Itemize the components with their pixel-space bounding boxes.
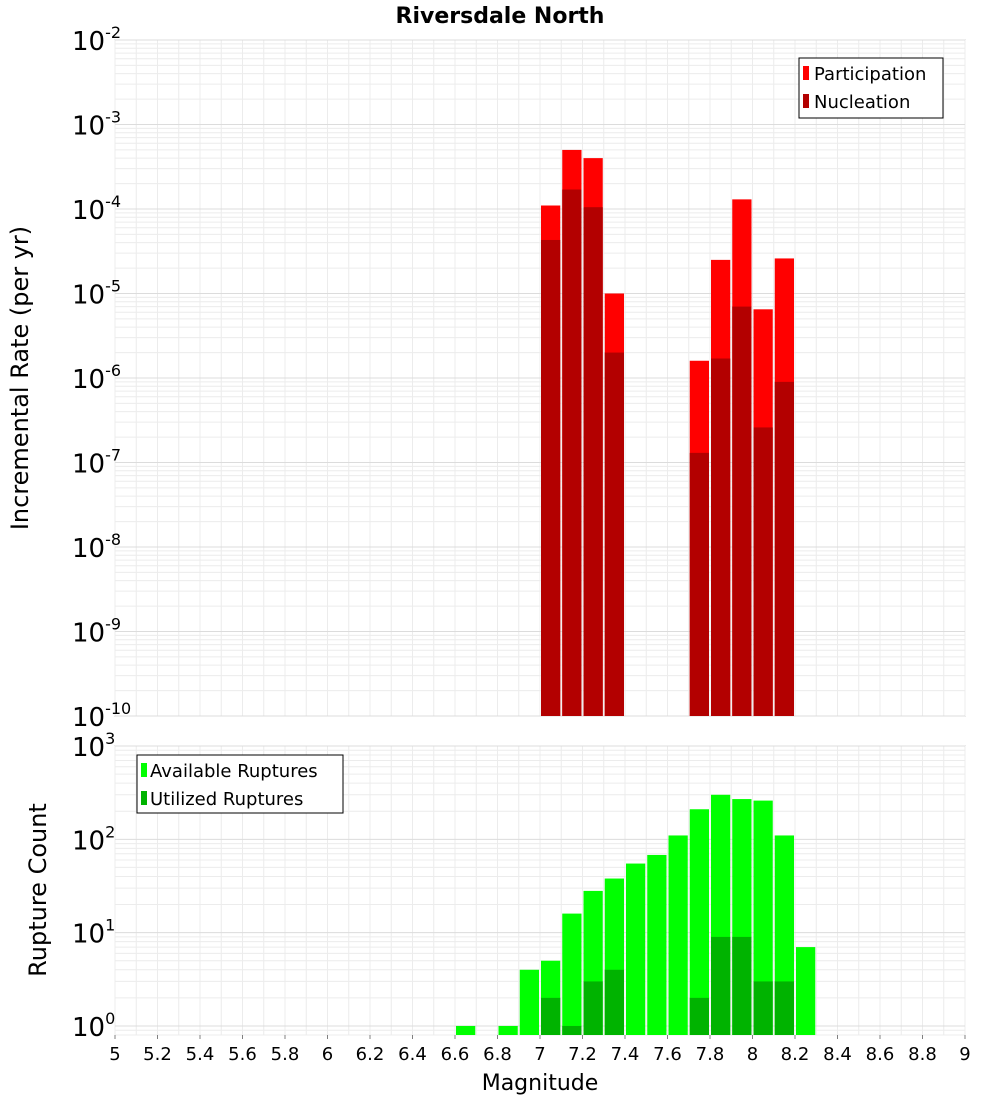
x-tick-label: 7.8	[696, 1044, 725, 1065]
x-tick-label: 6.8	[483, 1044, 512, 1065]
x-tick-label: 7.2	[568, 1044, 597, 1065]
legend-swatch-utilized	[141, 791, 147, 805]
x-tick-label: 7.4	[611, 1044, 640, 1065]
bottom-y-ticks: 100 101 102 103	[72, 729, 115, 1043]
x-tick-label: 5.8	[271, 1044, 300, 1065]
y-tick-label: 10-7	[72, 446, 121, 480]
bar-available-ruptures	[647, 854, 667, 1035]
x-axis-label: Magnitude	[482, 1071, 599, 1096]
bar-nucleation	[562, 189, 582, 716]
bar-available-ruptures	[456, 1025, 476, 1035]
y-tick-label: 10-3	[72, 108, 121, 142]
bar-utilized-ruptures	[562, 1025, 582, 1035]
bar-utilized-ruptures	[711, 936, 731, 1035]
legend-swatch-nucleation	[803, 94, 809, 108]
bar-utilized-ruptures	[732, 936, 752, 1035]
x-tick-label: 6.2	[356, 1044, 385, 1065]
bar-available-ruptures	[562, 913, 582, 1035]
x-tick-label: 9	[959, 1044, 970, 1065]
legend-swatch-participation	[803, 66, 809, 80]
y-tick-label: 10-8	[72, 530, 121, 564]
x-tick-label: 7	[534, 1044, 545, 1065]
bar-available-ruptures	[519, 969, 539, 1035]
x-tick-label: 5	[109, 1044, 120, 1065]
bar-available-ruptures	[668, 835, 688, 1035]
x-tick-label: 5.6	[228, 1044, 257, 1065]
top-legend: Participation Nucleation	[798, 57, 944, 119]
bottom-legend-box	[136, 754, 344, 814]
bottom-grid	[114, 745, 966, 1036]
y-tick-label: 10-4	[72, 192, 121, 226]
y-tick-label: 10-6	[72, 361, 121, 395]
x-tick-label: 6.6	[441, 1044, 470, 1065]
legend-label-nucleation: Nucleation	[814, 92, 910, 113]
bar-utilized-ruptures	[583, 981, 603, 1035]
y-tick-label: 101	[72, 916, 115, 950]
legend-label-available: Available Ruptures	[150, 761, 318, 782]
x-tick-label: 6.4	[398, 1044, 427, 1065]
bottom-y-axis-label: Rupture Count	[24, 803, 52, 977]
y-tick-label: 10-2	[72, 23, 121, 57]
top-bars	[541, 149, 794, 717]
bar-available-ruptures	[753, 800, 773, 1035]
legend-label-utilized: Utilized Ruptures	[150, 789, 303, 810]
x-tick-label: 5.2	[143, 1044, 172, 1065]
bar-nucleation	[583, 207, 603, 716]
y-tick-label: 102	[72, 822, 115, 856]
x-tick-label: 7.6	[653, 1044, 682, 1065]
bar-utilized-ruptures	[753, 981, 773, 1035]
top-y-ticks: 10-10 10-9 10-8 10-7 10-6 10-5 10-4 10-3 10-2	[72, 23, 131, 733]
bar-nucleation	[604, 352, 624, 716]
y-tick-label: 10-9	[72, 615, 121, 649]
bar-available-ruptures	[498, 1025, 518, 1035]
x-tick-label: 8.4	[823, 1044, 852, 1065]
bar-available-ruptures	[626, 863, 646, 1035]
x-tick-label: 8.6	[866, 1044, 895, 1065]
legend-label-participation: Participation	[814, 64, 926, 85]
y-tick-label: 103	[72, 729, 115, 763]
bottom-legend: Available Ruptures Utilized Ruptures	[136, 754, 344, 814]
bar-available-ruptures	[796, 947, 816, 1035]
x-tick-label: 5.4	[186, 1044, 215, 1065]
y-tick-label: 100	[72, 1009, 115, 1043]
bar-nucleation	[732, 306, 752, 716]
bar-utilized-ruptures	[689, 997, 709, 1035]
y-tick-label: 10-5	[72, 277, 121, 311]
top-grid	[114, 39, 966, 717]
y-tick-label: 10-10	[72, 699, 131, 733]
bar-nucleation	[689, 452, 709, 716]
top-legend-box	[798, 57, 944, 119]
x-ticks: 5 5.2 5.4 5.6 5.8 6 6.2 6.4 6.6 6.8 7 7.2 7.4 7.6 7.8 8…	[109, 1035, 971, 1065]
bar-utilized-ruptures	[604, 969, 624, 1035]
x-tick-label: 8.2	[781, 1044, 810, 1065]
bar-available-ruptures	[689, 809, 709, 1035]
bar-nucleation	[541, 239, 561, 716]
bar-utilized-ruptures	[774, 981, 794, 1035]
chart-title: Riversdale North	[396, 4, 605, 29]
top-y-axis-label: Incremental Rate (per yr)	[6, 226, 34, 530]
bar-nucleation	[774, 381, 794, 716]
legend-swatch-available	[141, 763, 147, 777]
x-tick-label: 8	[747, 1044, 758, 1065]
x-tick-label: 8.8	[908, 1044, 937, 1065]
bar-nucleation	[753, 427, 773, 716]
bar-utilized-ruptures	[541, 997, 561, 1035]
bottom-bars	[456, 794, 816, 1035]
bar-nucleation	[711, 358, 731, 716]
x-tick-label: 6	[322, 1044, 333, 1065]
